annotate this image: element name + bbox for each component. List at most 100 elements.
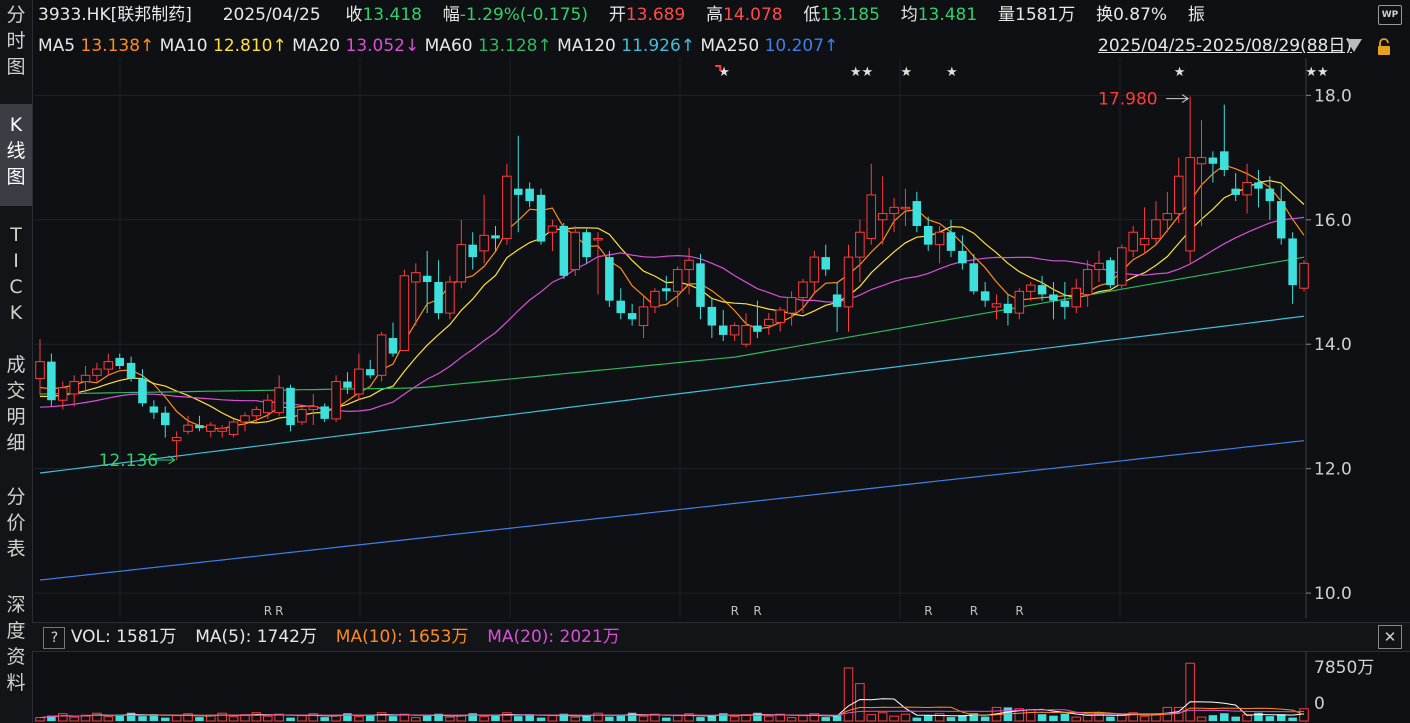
volume-bar xyxy=(479,716,489,722)
candle-body xyxy=(115,357,124,366)
volume-bar xyxy=(149,714,159,721)
candle-body xyxy=(1060,300,1070,307)
volume-bar xyxy=(934,713,945,722)
candle-body xyxy=(923,226,933,245)
candle-body xyxy=(80,374,91,383)
ma5-line xyxy=(39,164,1305,430)
high-arrow xyxy=(1166,94,1190,103)
candle-body xyxy=(1037,285,1047,295)
candle-body xyxy=(855,231,865,258)
volume-chart[interactable]: 7850万 0 xyxy=(0,651,1410,723)
volume-bar xyxy=(570,716,580,722)
lock-icon[interactable] xyxy=(1376,38,1392,56)
candle-body xyxy=(1003,303,1013,314)
volume-bar xyxy=(308,713,319,722)
high-price-label: 17.980 xyxy=(1098,90,1157,110)
volume-bar xyxy=(251,712,262,722)
candle-body xyxy=(58,387,68,401)
volume-bar xyxy=(80,714,91,722)
volume-bar xyxy=(1151,713,1161,722)
ma10-line xyxy=(40,179,1305,424)
volume-bar xyxy=(217,712,227,722)
volume-bar xyxy=(1276,714,1286,721)
avg-value: 13.481 xyxy=(917,5,978,25)
rights-marker: R xyxy=(753,604,761,618)
candle-body xyxy=(582,232,591,258)
volume-bar xyxy=(354,716,364,722)
volume-bar xyxy=(1185,662,1195,722)
event-star-marker: ★ xyxy=(718,65,730,80)
volume-bar xyxy=(946,717,956,721)
candle-body xyxy=(559,226,569,276)
tab-trade-details[interactable]: 成 交 明 细 xyxy=(6,354,26,454)
candle-body xyxy=(376,334,387,376)
dropdown-triangle-icon[interactable] xyxy=(1346,39,1362,52)
candle-body xyxy=(388,338,398,354)
vol-value: VOL: 1581万 xyxy=(70,627,177,647)
quote-info-bar: 3933.HK[联邦制药] 2025/04/25 收13.418 幅-1.29%… xyxy=(38,2,1205,28)
event-star-marker: ★ xyxy=(946,65,958,80)
symbol-name[interactable]: 3933.HK[联邦制药] xyxy=(38,5,192,25)
volume-bar xyxy=(1288,717,1297,721)
quote-date: 2025/04/25 xyxy=(222,5,321,25)
tab-intraday[interactable]: 分 时 图 xyxy=(6,4,26,78)
ma-legend-bar: MA5 13.138↑ MA10 12.810↑ MA20 13.052↓ MA… xyxy=(38,34,838,58)
candle-body xyxy=(809,256,820,283)
candle-body xyxy=(251,409,262,417)
tab-depth-info[interactable]: 深 度 资 料 xyxy=(6,594,26,694)
volume-bar xyxy=(376,712,387,722)
candle-body xyxy=(365,369,375,376)
amplitude-label: 振 xyxy=(1187,5,1205,25)
candle-body xyxy=(821,257,830,270)
volume-bar xyxy=(1082,714,1093,722)
wp-icon[interactable]: WP xyxy=(1378,5,1402,25)
turnover-label: 换 xyxy=(1096,5,1114,25)
volume-bar xyxy=(877,712,888,722)
volume-bar xyxy=(582,715,591,721)
ma120-label: MA120 xyxy=(557,36,616,56)
volume-bar xyxy=(297,715,307,722)
date-range-selector[interactable]: 2025/04/25-2025/08/29(88日) xyxy=(1098,36,1352,56)
volume-bar xyxy=(832,715,842,721)
candle-body xyxy=(866,194,877,239)
help-button[interactable]: ? xyxy=(43,627,66,649)
open-value: 13.689 xyxy=(625,5,686,25)
tab-kline[interactable]: K 线 图 xyxy=(0,104,32,206)
candle-body xyxy=(672,269,683,292)
tab-price-table[interactable]: 分 价 表 xyxy=(6,486,26,560)
volume-bar xyxy=(1094,712,1104,722)
volume-bar xyxy=(627,712,637,721)
volume-bar xyxy=(889,715,899,722)
candle-body xyxy=(514,188,523,195)
candle-body xyxy=(1299,262,1309,289)
candle-body xyxy=(434,282,443,314)
volume-bar xyxy=(912,717,922,721)
ma60-line xyxy=(39,256,1305,395)
volume-bar xyxy=(1220,713,1229,721)
candle-body xyxy=(228,421,239,435)
volume-bar xyxy=(672,715,683,722)
candle-body xyxy=(605,257,614,301)
volume-bar xyxy=(422,715,432,721)
candle-body xyxy=(343,381,352,388)
ma250-label: MA250 xyxy=(700,36,760,56)
candle-body xyxy=(1173,175,1184,215)
volume-bar xyxy=(92,712,102,722)
volume-bar xyxy=(958,715,967,721)
volume-bar xyxy=(969,713,979,721)
close-panel-icon[interactable]: ✕ xyxy=(1378,625,1402,649)
volume-bar xyxy=(605,716,614,721)
volume-bar xyxy=(1208,715,1218,721)
ma20-line xyxy=(39,216,1305,413)
volume-bar xyxy=(775,713,785,722)
candle-body xyxy=(1025,284,1036,292)
volume-bar xyxy=(1265,716,1275,721)
candle-body xyxy=(354,368,364,395)
event-star-marker: ★★ xyxy=(1305,65,1328,80)
volume-bar xyxy=(47,715,56,721)
tab-tick[interactable]: T I C K xyxy=(9,224,23,324)
candle-body xyxy=(729,325,740,336)
candle-body xyxy=(491,235,500,239)
volume-bar xyxy=(593,712,603,722)
